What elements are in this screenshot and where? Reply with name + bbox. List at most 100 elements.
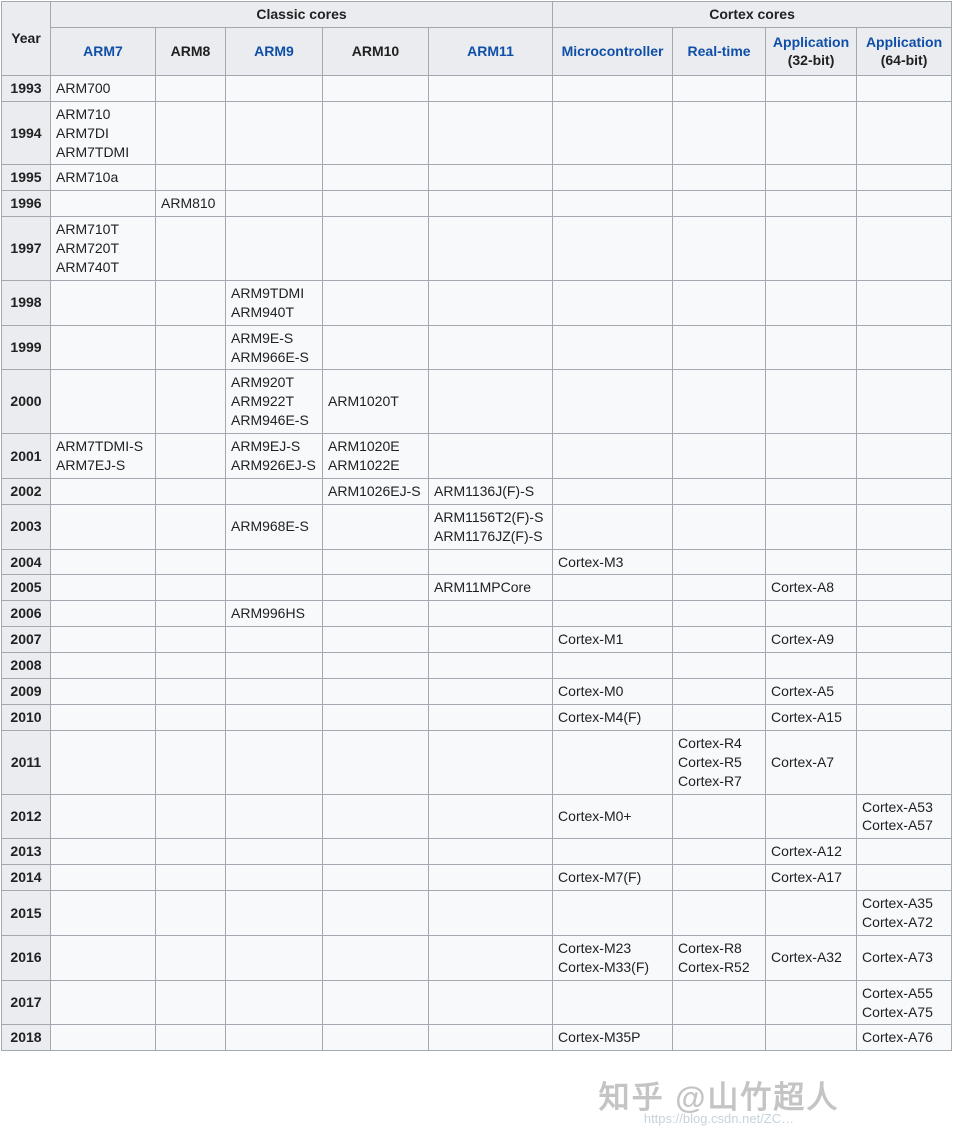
year-cell-2012: 2012 (1, 793, 51, 840)
core-cell-2011-arm9 (225, 729, 323, 795)
column-link-application-32bit[interactable]: Application (772, 33, 850, 50)
core-cell-2011-arm7 (50, 729, 156, 795)
year-cell-2008: 2008 (1, 652, 51, 680)
core-cell-2009-application-32bit: Cortex-A5 (765, 678, 858, 705)
core-cell-2009-arm9 (225, 678, 323, 705)
core-cell-2001-application-64bit (856, 433, 953, 479)
column-link-arm7[interactable]: ARM7 (83, 42, 123, 59)
table-row-2015: 2015 Cortex-A35 Cortex-A72 (1, 890, 953, 936)
core-cell-1997-real-time (672, 216, 767, 281)
core-cell-2009-arm10 (322, 678, 429, 705)
core-cell-2013-arm8 (155, 838, 226, 866)
core-cell-2000-microcontroller (552, 369, 674, 435)
core-cell-2006-arm9: ARM996HS (225, 600, 323, 628)
core-cell-2004-microcontroller: Cortex-M3 (552, 548, 674, 576)
core-cell-2012-arm9 (225, 793, 323, 840)
core-cell-2002-arm7 (50, 477, 156, 505)
core-cell-2006-application-32bit (765, 600, 858, 628)
core-cell-1997-arm11 (427, 216, 554, 281)
core-cell-2006-arm10 (322, 600, 429, 628)
core-cell-2009-microcontroller: Cortex-M0 (552, 678, 674, 705)
core-cell-1994-application-32bit (765, 100, 858, 166)
core-cell-1995-arm9 (225, 164, 323, 192)
core-cell-2002-application-32bit (765, 477, 858, 505)
core-cell-1996-arm9 (225, 190, 323, 218)
arm-cores-table: Year Classic cores Cortex cores ARM7 ARM8 ARM… (1, 1, 953, 1052)
core-cell-2003-microcontroller (552, 503, 674, 550)
column-header-arm11[interactable]: ARM11 (427, 26, 554, 76)
column-header-application-32bit[interactable]: Application (32-bit) (765, 26, 858, 76)
core-cell-1999-microcontroller (552, 324, 674, 371)
core-cell-1996-arm7 (50, 190, 156, 218)
year-cell-1995: 1995 (1, 164, 51, 192)
core-cell-2013-real-time (672, 838, 767, 866)
year-cell-2000: 2000 (1, 369, 51, 435)
core-cell-2012-arm7 (50, 793, 156, 840)
core-cell-1994-application-64bit (856, 100, 953, 166)
watermark-text: 知乎 @山竹超人 (598, 1080, 840, 1115)
core-cell-2017-application-64bit: Cortex-A55 Cortex-A75 (856, 979, 953, 1026)
core-cell-2006-arm11 (427, 600, 554, 628)
core-cell-2000-application-32bit (765, 369, 858, 435)
core-cell-2008-arm11 (427, 652, 554, 680)
table-row-1995: 1995 ARM710a (1, 164, 953, 192)
year-cell-2003: 2003 (1, 503, 51, 550)
core-cell-2009-arm7 (50, 678, 156, 705)
core-cell-1996-microcontroller (552, 190, 674, 218)
core-cell-1998-arm9: ARM9TDMI ARM940T (225, 279, 323, 326)
table-row-2018: 2018 Cortex-M35P Cortex-A76 (1, 1024, 953, 1052)
year-cell-1996: 1996 (1, 190, 51, 218)
core-cell-2005-arm8 (155, 574, 226, 602)
core-cell-2010-arm7 (50, 703, 156, 731)
column-header-arm9[interactable]: ARM9 (225, 26, 323, 76)
column-link-microcontroller[interactable]: Microcontroller (561, 42, 664, 59)
core-cell-1994-arm10 (322, 100, 429, 166)
column-header-arm8: ARM8 (155, 26, 226, 76)
core-cell-2010-arm9 (225, 703, 323, 731)
column-header-application-64bit[interactable]: Application (64-bit) (856, 26, 953, 76)
core-cell-2018-arm11 (427, 1024, 554, 1052)
core-cell-2016-arm8 (155, 934, 226, 981)
core-cell-2001-arm11 (427, 433, 554, 479)
core-cell-1999-arm10 (322, 324, 429, 371)
core-cell-2003-arm10 (322, 503, 429, 550)
core-cell-1997-microcontroller (552, 216, 674, 281)
core-cell-2001-arm10: ARM1020E ARM1022E (322, 433, 429, 479)
core-cell-2007-arm7 (50, 626, 156, 654)
core-cell-2009-arm11 (427, 678, 554, 705)
year-cell-2004: 2004 (1, 548, 51, 576)
column-link-arm9[interactable]: ARM9 (254, 42, 294, 59)
year-cell-2002: 2002 (1, 477, 51, 505)
core-cell-2002-real-time (672, 477, 767, 505)
column-link-application-64bit[interactable]: Application (865, 33, 943, 50)
core-cell-1995-application-64bit (856, 164, 953, 192)
core-cell-2001-arm8 (155, 433, 226, 479)
core-cell-2018-application-32bit (765, 1024, 858, 1052)
column-link-real-time[interactable]: Real-time (687, 42, 751, 59)
year-cell-2016: 2016 (1, 934, 51, 981)
core-cell-2008-arm7 (50, 652, 156, 680)
core-cell-2003-real-time (672, 503, 767, 550)
core-cell-2007-arm8 (155, 626, 226, 654)
column-header-microcontroller[interactable]: Microcontroller (552, 26, 674, 76)
column-link-arm11[interactable]: ARM11 (467, 42, 514, 59)
core-cell-1996-arm8: ARM810 (155, 190, 226, 218)
table-row-2016: 2016 Cortex-M23 Cortex-M33(F) Cortex-R8 Cort… (1, 934, 953, 981)
core-cell-2013-arm10 (322, 838, 429, 866)
column-header-real-time[interactable]: Real-time (672, 26, 767, 76)
column-header-arm7[interactable]: ARM7 (50, 26, 156, 76)
core-cell-2011-arm10 (322, 729, 429, 795)
core-cell-1994-arm11 (427, 100, 554, 166)
core-cell-1999-arm7 (50, 324, 156, 371)
core-cell-2016-arm9 (225, 934, 323, 981)
core-cell-1994-arm7: ARM710 ARM7DI ARM7TDMI (50, 100, 156, 166)
core-cell-1996-arm11 (427, 190, 554, 218)
core-cell-2016-arm11 (427, 934, 554, 981)
core-cell-1995-arm7: ARM710a (50, 164, 156, 192)
core-cell-1996-real-time (672, 190, 767, 218)
core-cell-2018-application-64bit: Cortex-A76 (856, 1024, 953, 1052)
core-cell-2000-arm8 (155, 369, 226, 435)
table-row-2013: 2013 Cortex-A12 (1, 838, 953, 866)
core-cell-2016-real-time: Cortex-R8 Cortex-R52 (672, 934, 767, 981)
table-row-2002: 2002 ARM1026EJ-S ARM1136J(F)-S (1, 477, 953, 505)
